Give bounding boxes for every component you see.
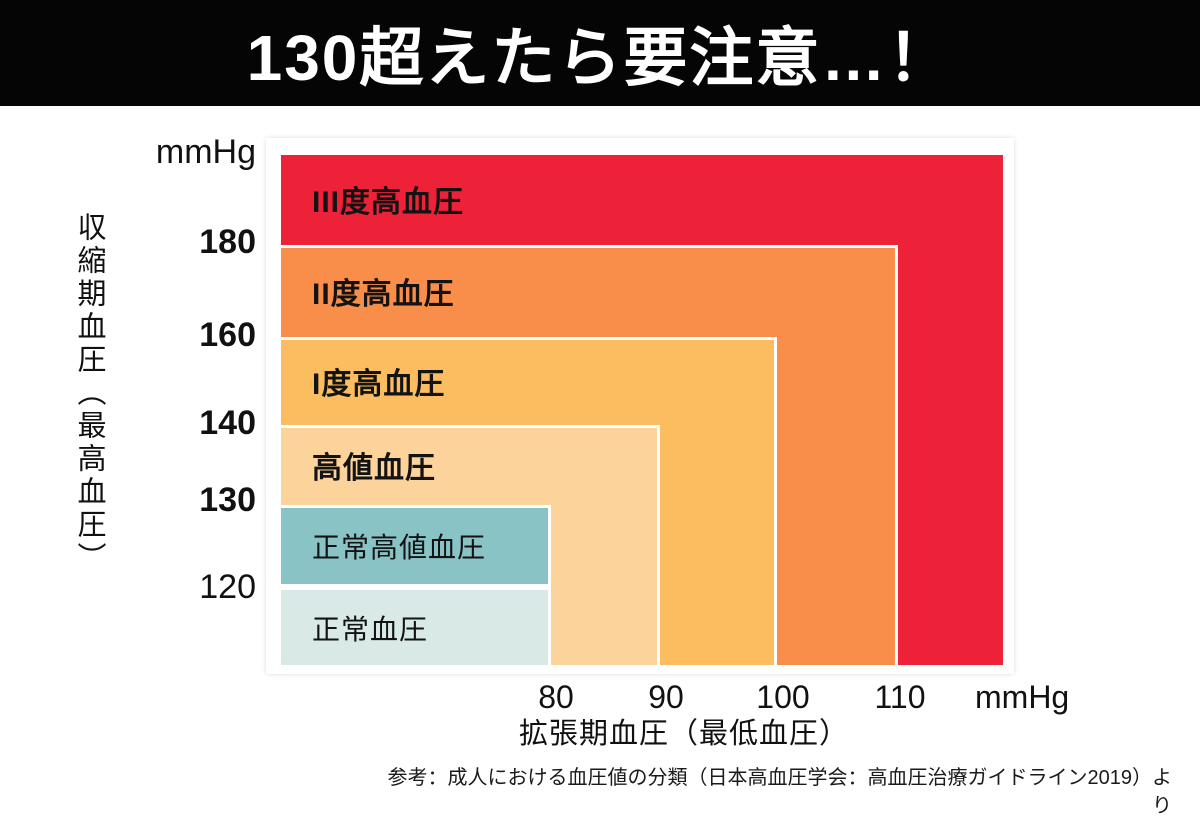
y-tick-140: 140 — [199, 404, 256, 442]
x-tick-80: 80 — [538, 679, 574, 715]
y-axis-unit-label: mmHg — [155, 133, 256, 171]
x-axis-unit-label: mmHg — [975, 679, 1070, 715]
category-label-elevated-bp: 高値血圧 — [312, 452, 436, 485]
category-box-normal-high-bp — [278, 505, 551, 587]
category-label-grade2-hypertension: II度高血圧 — [312, 278, 455, 311]
category-label-grade1-hypertension: I度高血圧 — [312, 368, 446, 401]
header-bar: 130超えたら要注意…！ — [0, 0, 1200, 106]
source-note: 参考：成人における血圧値の分類（日本高血圧学会：高血圧治療ガイドライン2019）… — [387, 767, 1173, 817]
y-tick-160: 160 — [199, 316, 256, 354]
bp-classification-chart: III度高血圧 II度高血圧 I度高血圧 高値血圧 正常高値血圧 正常血圧 — [266, 138, 1014, 674]
y-tick-120: 120 — [199, 568, 256, 606]
x-tick-100: 100 — [756, 679, 810, 715]
category-box-normal-bp — [278, 587, 551, 668]
category-label-normal-high-bp: 正常高値血圧 — [312, 532, 487, 563]
category-label-grade3-hypertension: III度高血圧 — [312, 185, 465, 219]
category-label-normal-bp: 正常血圧 — [312, 613, 429, 645]
x-tick-110: 110 — [874, 679, 926, 715]
y-tick-130: 130 — [199, 481, 256, 519]
y-tick-180: 180 — [199, 223, 256, 261]
x-tick-90: 90 — [648, 679, 684, 715]
y-axis-title: 収縮期血圧（最高血圧） — [73, 212, 105, 575]
x-axis-title: 拡張期血圧（最低血圧） — [518, 718, 849, 750]
page-title: 130超えたら要注意…！ — [246, 22, 954, 94]
